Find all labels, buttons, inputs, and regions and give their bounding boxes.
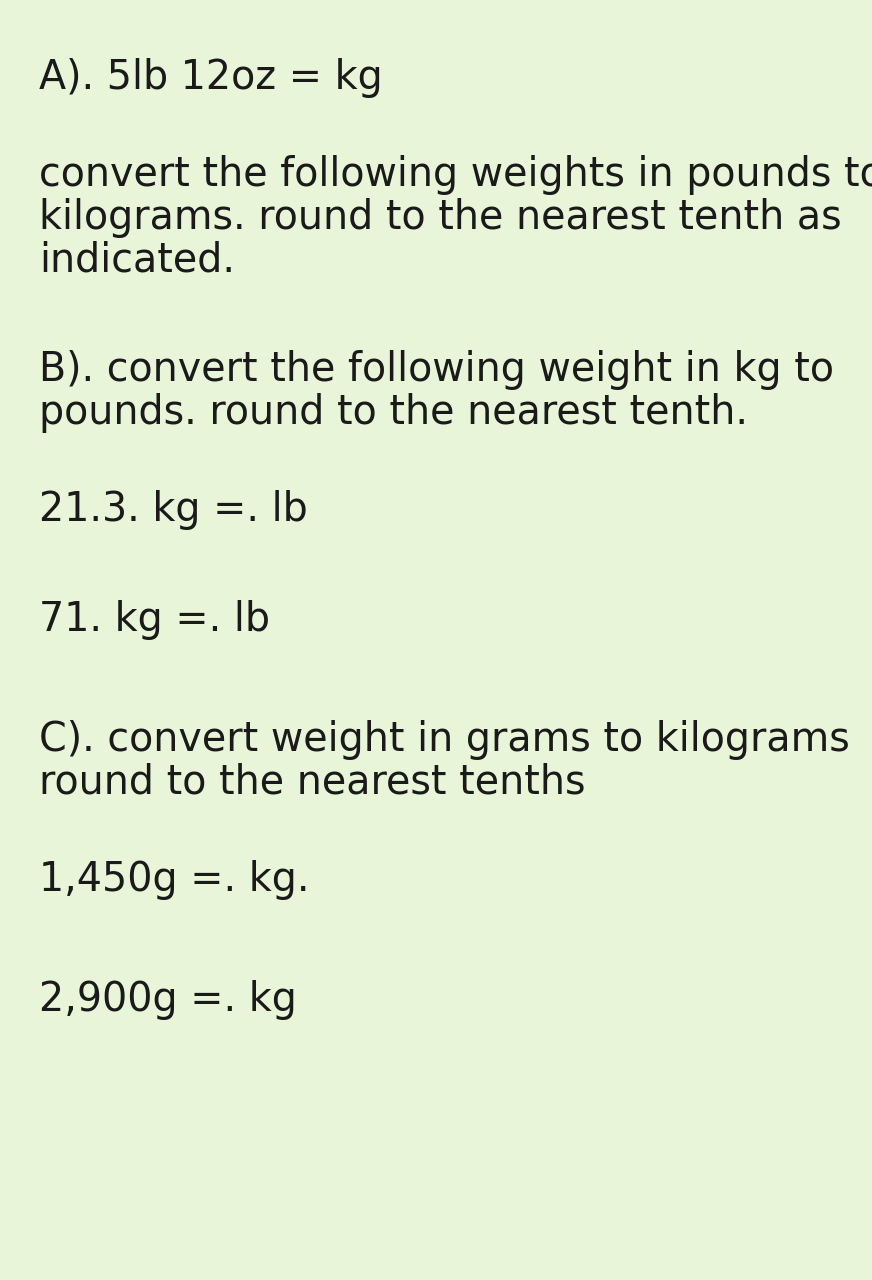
Text: 71. kg =. lb: 71. kg =. lb (39, 600, 270, 640)
Text: pounds. round to the nearest tenth.: pounds. round to the nearest tenth. (39, 393, 748, 433)
Text: kilograms. round to the nearest tenth as: kilograms. round to the nearest tenth as (39, 198, 841, 238)
Text: round to the nearest tenths: round to the nearest tenths (39, 763, 586, 803)
Text: 21.3. kg =. lb: 21.3. kg =. lb (39, 490, 308, 530)
Text: 1,450g =. kg.: 1,450g =. kg. (39, 860, 310, 900)
Text: C). convert weight in grams to kilograms: C). convert weight in grams to kilograms (39, 719, 850, 760)
Text: indicated.: indicated. (39, 241, 235, 282)
Text: 2,900g =. kg: 2,900g =. kg (39, 980, 297, 1020)
Text: convert the following weights in pounds to: convert the following weights in pounds … (39, 155, 872, 195)
Text: B). convert the following weight in kg to: B). convert the following weight in kg t… (39, 349, 835, 390)
Text: A). 5lb 12oz = kg: A). 5lb 12oz = kg (39, 58, 383, 99)
